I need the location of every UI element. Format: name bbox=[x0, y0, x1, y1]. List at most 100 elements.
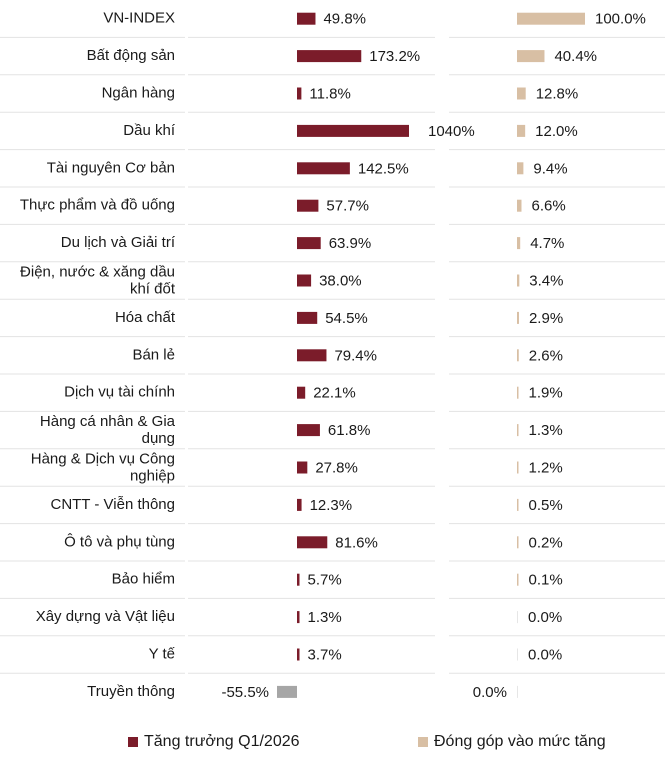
contribution-value-label: 12.8% bbox=[536, 86, 579, 103]
category-label: Hàng cá nhân & Gia dụng bbox=[40, 413, 176, 447]
category-label: Ô tô và phụ tùng bbox=[64, 533, 175, 550]
category-label-line: khí đốt bbox=[130, 281, 176, 298]
growth-bar bbox=[297, 573, 300, 586]
category-label: Điện, nước & xăng dầu khí đốt bbox=[20, 264, 176, 298]
category-label: Xây dựng và Vật liệu bbox=[36, 608, 175, 625]
contribution-bar bbox=[517, 685, 518, 698]
category-label-line: nghiệp bbox=[130, 468, 175, 485]
growth-value-label: 61.8% bbox=[328, 422, 371, 439]
growth-value-label: 38.0% bbox=[319, 273, 362, 290]
growth-value-label: 3.7% bbox=[308, 647, 342, 664]
category-label: Hóa chất bbox=[115, 309, 176, 326]
category-label: Tài nguyên Cơ bản bbox=[47, 159, 175, 176]
growth-value-label: 173.2% bbox=[369, 48, 420, 65]
growth-value-label: 63.9% bbox=[329, 235, 372, 252]
contribution-bar bbox=[517, 274, 520, 287]
growth-bar bbox=[297, 424, 320, 437]
contribution-value-label: 40.4% bbox=[554, 48, 597, 65]
growth-value-label: 54.5% bbox=[325, 310, 368, 327]
category-label-line: dụng bbox=[142, 430, 175, 447]
growth-value-label: 81.6% bbox=[335, 534, 378, 551]
growth-value-label: 79.4% bbox=[334, 347, 377, 364]
category-label: Bất động sản bbox=[87, 47, 175, 64]
category-label: Dịch vụ tài chính bbox=[64, 384, 175, 401]
growth-bar bbox=[297, 87, 302, 100]
contribution-bar bbox=[517, 573, 519, 586]
category-label: Du lịch và Giải trí bbox=[61, 234, 176, 251]
growth-bar bbox=[297, 461, 308, 474]
legend-contribution-label: Đóng góp vào mức tăng bbox=[434, 733, 606, 750]
legend-contribution: Đóng góp vào mức tăng bbox=[418, 733, 606, 751]
growth-bar bbox=[297, 498, 302, 511]
contribution-bar bbox=[517, 424, 519, 437]
growth-bar bbox=[297, 648, 300, 661]
contribution-value-label: 1.9% bbox=[529, 385, 563, 402]
growth-value-label: 57.7% bbox=[326, 198, 369, 215]
category-label: Dầu khí bbox=[123, 122, 176, 139]
growth-bar bbox=[297, 199, 319, 212]
legend-growth-label: Tăng trưởng Q1/2026 bbox=[144, 733, 300, 750]
contribution-value-label: 2.9% bbox=[529, 310, 563, 327]
growth-bar bbox=[297, 237, 321, 250]
contribution-value-label: 6.6% bbox=[531, 198, 565, 215]
contribution-bar bbox=[517, 162, 524, 175]
contribution-bar bbox=[517, 498, 519, 511]
growth-value-label: 27.8% bbox=[315, 460, 358, 477]
contribution-bar bbox=[517, 124, 526, 137]
growth-value-label: 1.3% bbox=[308, 609, 342, 626]
contribution-bar bbox=[517, 386, 519, 399]
category-label: Bảo hiểm bbox=[112, 571, 175, 588]
growth-bar bbox=[297, 349, 327, 362]
category-label-line: Hàng & Dịch vụ Công bbox=[31, 451, 175, 468]
contribution-value-label: 4.7% bbox=[530, 235, 564, 252]
contribution-value-label: 1.2% bbox=[529, 460, 563, 477]
category-label: Truyền thông bbox=[87, 683, 175, 700]
growth-value-label: 22.1% bbox=[313, 385, 356, 402]
contribution-value-label: 1.3% bbox=[529, 422, 563, 439]
contribution-bar bbox=[517, 237, 521, 250]
contribution-bar bbox=[517, 311, 519, 324]
contribution-value-label: 0.5% bbox=[529, 497, 563, 514]
growth-value-label: 12.3% bbox=[310, 497, 353, 514]
contribution-bar bbox=[517, 87, 526, 100]
contribution-value-label: 0.0% bbox=[528, 609, 562, 626]
category-label: Hàng & Dịch vụ Công nghiệp bbox=[31, 451, 175, 485]
contribution-value-label: 0.0% bbox=[473, 684, 507, 701]
contribution-value-label: 100.0% bbox=[595, 11, 646, 28]
contribution-bar bbox=[517, 50, 545, 63]
contribution-bar bbox=[517, 461, 519, 474]
contribution-bar bbox=[517, 349, 519, 362]
legend-growth: Tăng trưởng Q1/2026 bbox=[128, 733, 300, 751]
contribution-value-label: 0.2% bbox=[529, 534, 563, 551]
growth-bar bbox=[297, 611, 300, 624]
contribution-bar bbox=[517, 611, 518, 624]
contribution-bar bbox=[517, 648, 518, 661]
category-label: Thực phẩm và đồ uống bbox=[20, 197, 175, 214]
growth-bar bbox=[277, 685, 297, 698]
contribution-value-label: 2.6% bbox=[529, 347, 563, 364]
category-label: Ngân hàng bbox=[102, 85, 175, 102]
growth-bar bbox=[297, 386, 306, 399]
growth-bar bbox=[297, 311, 318, 324]
contribution-bar bbox=[517, 12, 585, 25]
growth-value-label: 5.7% bbox=[308, 572, 342, 589]
growth-value-label: -55.5% bbox=[221, 684, 269, 701]
legend-contribution-swatch bbox=[418, 737, 428, 747]
contribution-value-label: 0.1% bbox=[529, 572, 563, 589]
growth-bar bbox=[297, 536, 328, 549]
contribution-bar bbox=[517, 536, 519, 549]
growth-bar bbox=[297, 162, 350, 175]
growth-value-label: 1040% bbox=[428, 123, 475, 140]
growth-bar bbox=[297, 12, 316, 25]
contribution-value-label: 9.4% bbox=[533, 160, 567, 177]
legend-growth-swatch bbox=[128, 737, 138, 747]
contribution-value-label: 12.0% bbox=[535, 123, 578, 140]
contribution-value-label: 3.4% bbox=[529, 273, 563, 290]
contribution-bar bbox=[517, 199, 522, 212]
growth-value-label: 142.5% bbox=[358, 160, 409, 177]
contribution-value-label: 0.0% bbox=[528, 647, 562, 664]
growth-bar bbox=[297, 274, 312, 287]
growth-value-label: 11.8% bbox=[309, 86, 350, 103]
category-label: Y tế bbox=[149, 646, 176, 663]
